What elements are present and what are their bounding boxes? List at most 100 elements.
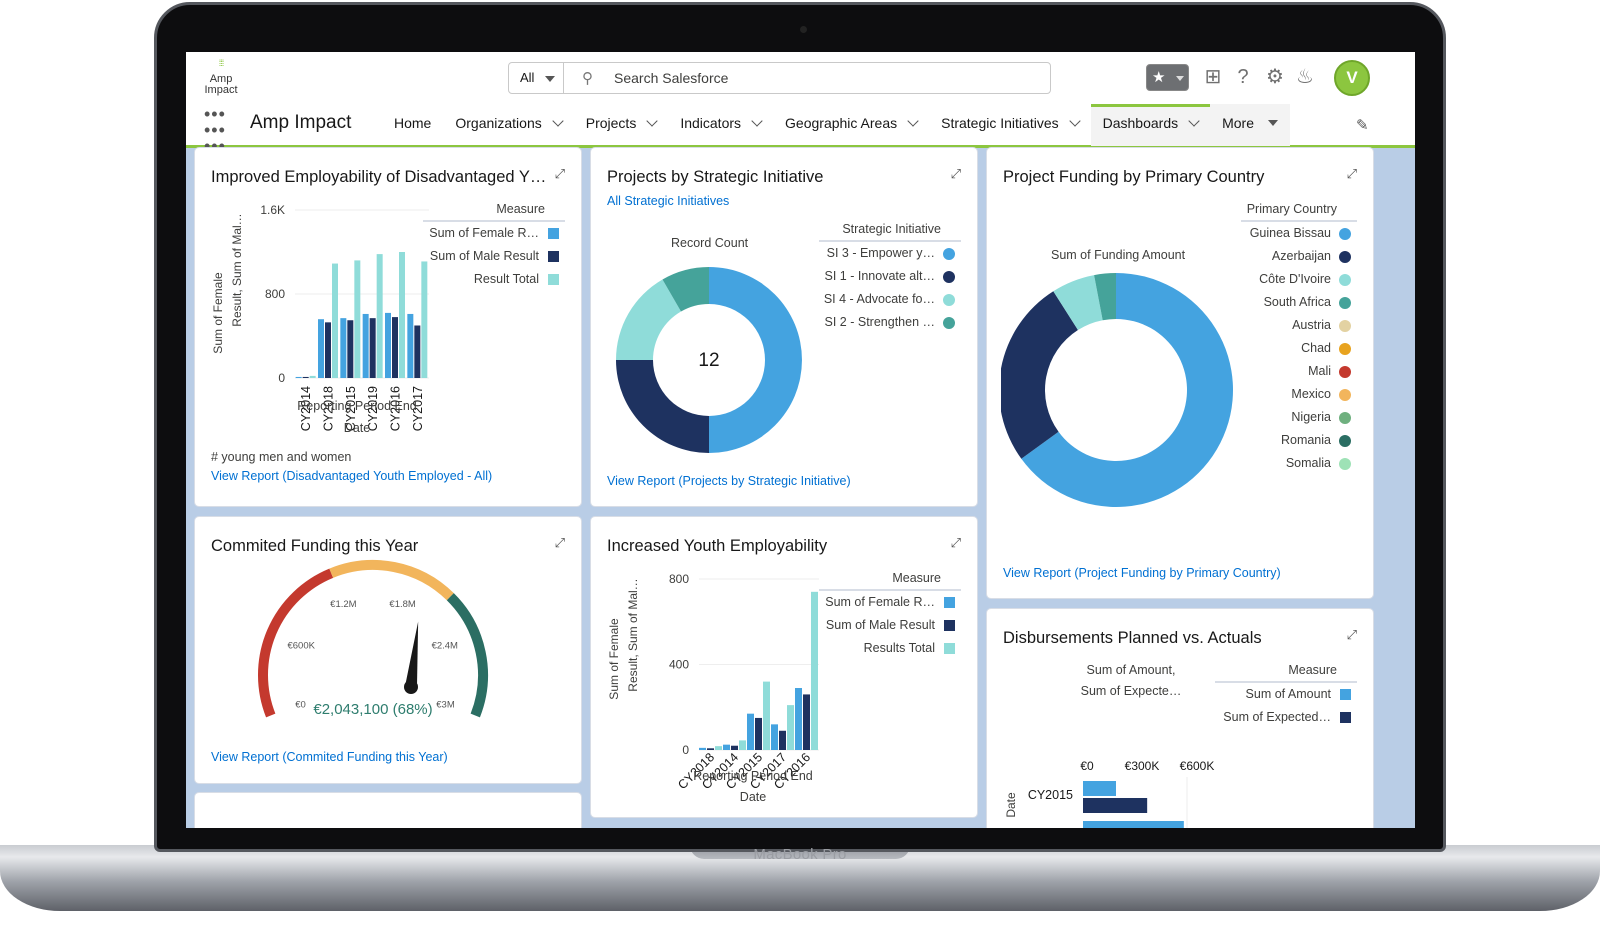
- legend-item[interactable]: SI 3 - Empower y…: [819, 242, 961, 265]
- add-icon[interactable]: ⊞: [1204, 66, 1222, 88]
- legend: Measure Sum of Female R… Sum of Male Res…: [423, 200, 565, 291]
- bar: [779, 730, 786, 750]
- donut-slice: [1021, 273, 1233, 507]
- legend-item[interactable]: Chad: [1241, 337, 1357, 360]
- legend-item[interactable]: Nigeria: [1241, 406, 1357, 429]
- legend-item[interactable]: SI 1 - Innovate alt…: [819, 265, 961, 288]
- help-icon[interactable]: ?: [1237, 66, 1249, 88]
- legend-item[interactable]: Sum of Male Result: [819, 614, 961, 637]
- nav-label: More: [1222, 115, 1255, 131]
- legend-item[interactable]: Côte D'Ivoire: [1241, 268, 1357, 291]
- legend-item[interactable]: Somalia: [1241, 452, 1357, 475]
- caret-down-icon: [1268, 120, 1279, 126]
- amp-impact-logo[interactable]: ⁞⁞⁞ Amp Impact: [198, 58, 244, 104]
- expand-icon[interactable]: ⤢: [554, 166, 565, 181]
- legend-swatch: [944, 643, 955, 654]
- expand-icon[interactable]: ⤢: [1346, 166, 1357, 181]
- edit-nav-pencil-icon[interactable]: ✎: [1356, 117, 1369, 134]
- view-report-link[interactable]: View Report (Commited Funding this Year): [211, 750, 448, 764]
- nav-item-indicators[interactable]: Indicators: [668, 104, 773, 146]
- view-report-link[interactable]: View Report (Projects by Strategic Initi…: [607, 474, 851, 488]
- bar: [376, 254, 383, 378]
- legend-item[interactable]: Mexico: [1241, 383, 1357, 406]
- nav-item-dashboards[interactable]: Dashboards: [1090, 104, 1211, 146]
- favorites-button[interactable]: ★: [1146, 64, 1189, 91]
- chevron-down-icon[interactable]: [751, 115, 763, 127]
- y-tick-label: 400: [669, 658, 689, 672]
- global-search[interactable]: ⚲: [563, 62, 1051, 94]
- card-committed-funding: Commited Funding this Year ⤢ €0 €600K €1.2…: [195, 517, 581, 783]
- nav-item-strategic-initiatives[interactable]: Strategic Initiatives: [929, 104, 1091, 146]
- legend-item[interactable]: Guinea Bissau: [1241, 222, 1357, 245]
- nav-item-more[interactable]: More: [1210, 104, 1291, 146]
- expand-icon[interactable]: ⤢: [950, 166, 961, 181]
- bar: [811, 591, 818, 750]
- legend-item[interactable]: Austria: [1241, 314, 1357, 337]
- legend-item[interactable]: Results Total: [819, 637, 961, 660]
- view-report-link[interactable]: View Report (Project Funding by Primary …: [1003, 566, 1281, 580]
- search-scope-select[interactable]: All: [508, 62, 564, 94]
- gauge-value: €2,043,100 (68%): [313, 701, 432, 718]
- legend-swatch: [548, 274, 559, 285]
- search-input[interactable]: [614, 67, 1034, 89]
- nav-item-home[interactable]: Home: [382, 104, 443, 146]
- legend-label: Mexico: [1291, 387, 1331, 401]
- avatar[interactable]: V: [1334, 60, 1370, 96]
- gear-icon[interactable]: ⚙: [1266, 66, 1284, 88]
- donut-slices: [616, 267, 802, 453]
- gauge-arcs: [258, 560, 488, 718]
- legend-item[interactable]: SI 2 - Strengthen …: [819, 311, 961, 334]
- card-disbursements: Disbursements Planned vs. Actuals ⤢ Sum …: [987, 609, 1373, 828]
- x-axis-label: Reporting Period End: [693, 769, 813, 783]
- chevron-down-icon[interactable]: [1188, 115, 1200, 127]
- gauge-band: [329, 560, 454, 601]
- chevron-down-icon[interactable]: [1068, 115, 1081, 127]
- x-tick-label: €600K: [1180, 759, 1215, 773]
- x-axis-ticks: €0 €300K €600K: [1080, 759, 1214, 828]
- expand-icon[interactable]: ⤢: [554, 535, 565, 550]
- legend-swatch: [548, 228, 559, 239]
- legend-item[interactable]: Sum of Amount: [1215, 683, 1357, 706]
- expand-icon[interactable]: ⤢: [1346, 627, 1357, 642]
- legend-swatch: [944, 620, 955, 631]
- logo-text: Amp Impact: [204, 73, 238, 96]
- view-report-link[interactable]: View Report (Disadvantaged Youth Employe…: [211, 469, 493, 483]
- legend-item[interactable]: Azerbaijan: [1241, 245, 1357, 268]
- legend-item[interactable]: Result Total: [423, 268, 565, 291]
- legend-item[interactable]: Sum of Female R…: [423, 222, 565, 245]
- search-scope-value: All: [520, 70, 535, 85]
- bar: [318, 319, 324, 378]
- legend-item[interactable]: Romania: [1241, 429, 1357, 452]
- nav-item-geographic-areas[interactable]: Geographic Areas: [773, 104, 929, 146]
- bar: [731, 745, 738, 750]
- bar: [707, 748, 714, 750]
- legend-item[interactable]: Sum of Expected…: [1215, 706, 1357, 729]
- bell-icon[interactable]: ♨: [1296, 66, 1314, 88]
- filter-link[interactable]: All Strategic Initiatives: [607, 194, 730, 208]
- legend-item[interactable]: South Africa: [1241, 291, 1357, 314]
- y-tick-label: 800: [669, 572, 689, 586]
- global-header: ⁞⁞⁞ Amp Impact All ⚲ ★ ⊞ ? ⚙ ♨ V •••••••…: [186, 52, 1415, 156]
- donut-slice: [616, 279, 681, 360]
- card-title: Increased Youth Employability: [607, 537, 828, 555]
- nav-item-projects[interactable]: Projects: [574, 104, 669, 146]
- nav-item-organizations[interactable]: Organizations: [443, 104, 573, 146]
- expand-icon[interactable]: ⤢: [950, 535, 961, 550]
- chevron-down-icon[interactable]: [907, 115, 919, 127]
- legend-item[interactable]: Mali: [1241, 360, 1357, 383]
- legend-item[interactable]: Sum of Male Result: [423, 245, 565, 268]
- chevron-down-icon[interactable]: [552, 115, 564, 127]
- legend-title: Strategic Initiative: [819, 220, 961, 242]
- gauge-tick-label: €1.2M: [330, 599, 356, 610]
- legend-dot: [1339, 297, 1351, 309]
- gauge-tick-label: €1.8M: [389, 599, 415, 610]
- donut-slice: [662, 267, 709, 312]
- chevron-down-icon[interactable]: [646, 115, 658, 127]
- employability-chart: Sum of Female Result, Sum of Mal… 0 800 1.…: [211, 203, 429, 435]
- bar: [295, 376, 302, 378]
- legend-item[interactable]: Sum of Female R…: [819, 591, 961, 614]
- bar: [369, 318, 376, 378]
- legend-item[interactable]: SI 4 - Advocate fo…: [819, 288, 961, 311]
- app-launcher-icon[interactable]: ••• ••• •••: [204, 104, 226, 156]
- y-axis-label: Date: [1004, 792, 1018, 818]
